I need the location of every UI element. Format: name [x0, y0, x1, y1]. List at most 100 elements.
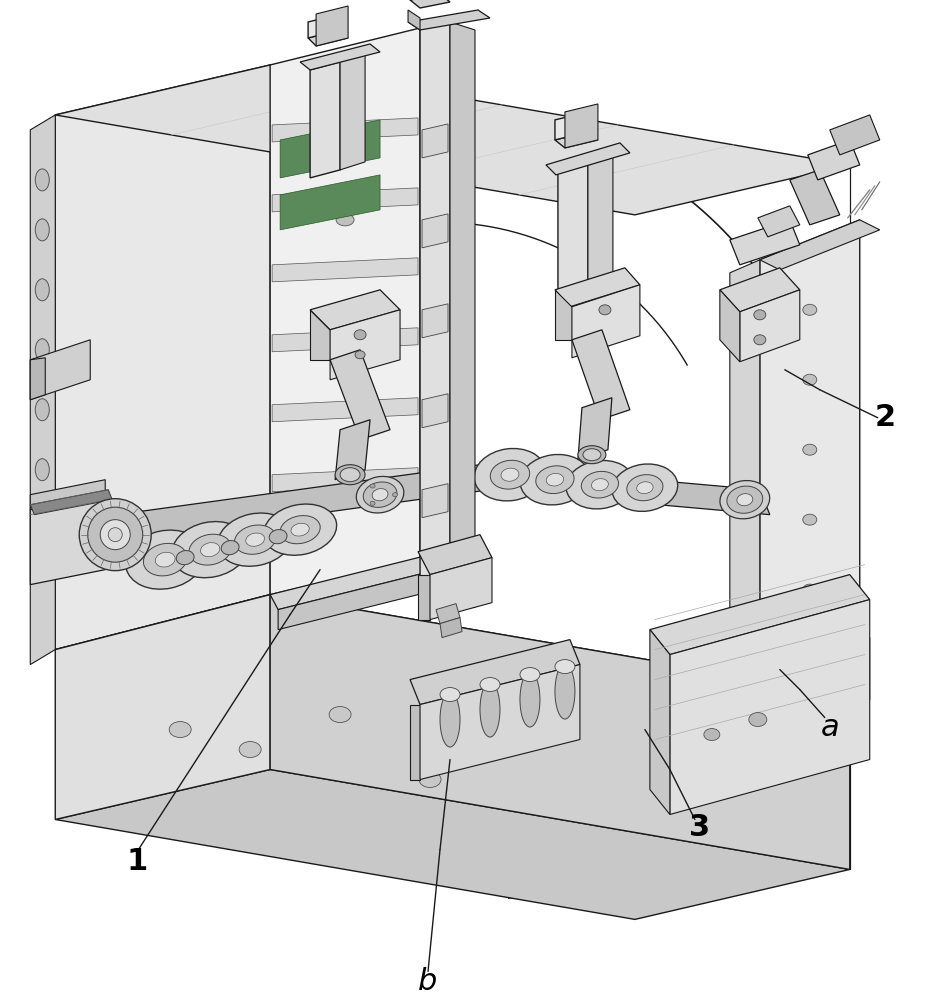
Polygon shape: [316, 6, 348, 46]
Polygon shape: [436, 604, 460, 624]
Polygon shape: [408, 10, 490, 30]
Polygon shape: [830, 115, 880, 155]
Polygon shape: [650, 575, 870, 655]
Polygon shape: [55, 770, 850, 919]
Ellipse shape: [501, 468, 519, 481]
Ellipse shape: [269, 530, 287, 544]
Ellipse shape: [280, 516, 321, 544]
Ellipse shape: [581, 471, 619, 498]
Polygon shape: [278, 560, 478, 630]
Ellipse shape: [36, 219, 49, 241]
Ellipse shape: [520, 672, 540, 727]
Ellipse shape: [79, 499, 151, 571]
Polygon shape: [272, 328, 418, 352]
Ellipse shape: [636, 482, 653, 494]
Polygon shape: [588, 157, 613, 297]
Ellipse shape: [245, 533, 264, 546]
Ellipse shape: [627, 475, 663, 501]
Polygon shape: [55, 65, 270, 650]
Polygon shape: [555, 112, 588, 140]
Polygon shape: [555, 290, 572, 340]
Ellipse shape: [803, 444, 817, 455]
Polygon shape: [55, 595, 270, 819]
Polygon shape: [546, 143, 630, 175]
Ellipse shape: [599, 305, 611, 315]
Ellipse shape: [803, 654, 817, 665]
Ellipse shape: [126, 530, 205, 589]
Polygon shape: [55, 65, 850, 215]
Ellipse shape: [520, 668, 540, 682]
Ellipse shape: [101, 520, 131, 550]
Polygon shape: [422, 124, 448, 158]
Polygon shape: [578, 398, 612, 460]
Polygon shape: [418, 535, 492, 575]
Ellipse shape: [108, 528, 122, 542]
Polygon shape: [340, 54, 365, 170]
Polygon shape: [410, 640, 580, 705]
Ellipse shape: [200, 543, 220, 557]
Polygon shape: [310, 310, 330, 360]
Ellipse shape: [520, 454, 589, 505]
Polygon shape: [807, 140, 860, 180]
Polygon shape: [270, 545, 478, 610]
Ellipse shape: [355, 351, 365, 359]
Ellipse shape: [217, 513, 292, 566]
Ellipse shape: [291, 523, 309, 536]
Ellipse shape: [566, 460, 634, 509]
Ellipse shape: [329, 707, 351, 723]
Ellipse shape: [36, 169, 49, 191]
Ellipse shape: [234, 525, 275, 554]
Polygon shape: [30, 495, 105, 585]
Ellipse shape: [36, 279, 49, 301]
Polygon shape: [280, 175, 380, 230]
Polygon shape: [729, 260, 760, 748]
Polygon shape: [272, 468, 418, 492]
Polygon shape: [335, 420, 370, 480]
Polygon shape: [422, 214, 448, 248]
Ellipse shape: [727, 486, 762, 513]
Polygon shape: [760, 220, 880, 270]
Polygon shape: [55, 595, 850, 750]
Polygon shape: [422, 394, 448, 428]
Polygon shape: [330, 310, 400, 380]
Polygon shape: [272, 258, 418, 282]
Ellipse shape: [172, 522, 249, 578]
Ellipse shape: [144, 543, 187, 576]
Polygon shape: [80, 465, 490, 545]
Ellipse shape: [440, 692, 460, 747]
Polygon shape: [422, 304, 448, 338]
Polygon shape: [555, 268, 640, 307]
Polygon shape: [280, 120, 380, 178]
Ellipse shape: [491, 460, 529, 489]
Ellipse shape: [803, 514, 817, 525]
Polygon shape: [565, 104, 598, 148]
Ellipse shape: [591, 479, 608, 491]
Ellipse shape: [87, 507, 143, 562]
Polygon shape: [422, 484, 448, 518]
Ellipse shape: [536, 466, 574, 494]
Polygon shape: [720, 290, 740, 362]
Ellipse shape: [169, 722, 191, 738]
Ellipse shape: [720, 481, 770, 519]
Polygon shape: [420, 665, 580, 780]
Text: 1: 1: [127, 847, 148, 876]
Polygon shape: [272, 188, 418, 212]
Ellipse shape: [480, 682, 500, 737]
Polygon shape: [758, 206, 800, 237]
Ellipse shape: [155, 552, 175, 567]
Ellipse shape: [803, 304, 817, 315]
Polygon shape: [30, 115, 55, 665]
Text: a: a: [821, 713, 839, 742]
Polygon shape: [790, 170, 839, 225]
Ellipse shape: [737, 494, 753, 506]
Ellipse shape: [749, 713, 767, 727]
Polygon shape: [30, 340, 90, 400]
Ellipse shape: [356, 476, 404, 513]
Polygon shape: [30, 358, 45, 400]
Polygon shape: [430, 558, 492, 620]
Ellipse shape: [340, 468, 360, 482]
Text: 3: 3: [689, 813, 711, 842]
Polygon shape: [30, 490, 112, 515]
Ellipse shape: [754, 310, 766, 320]
Ellipse shape: [338, 315, 352, 325]
